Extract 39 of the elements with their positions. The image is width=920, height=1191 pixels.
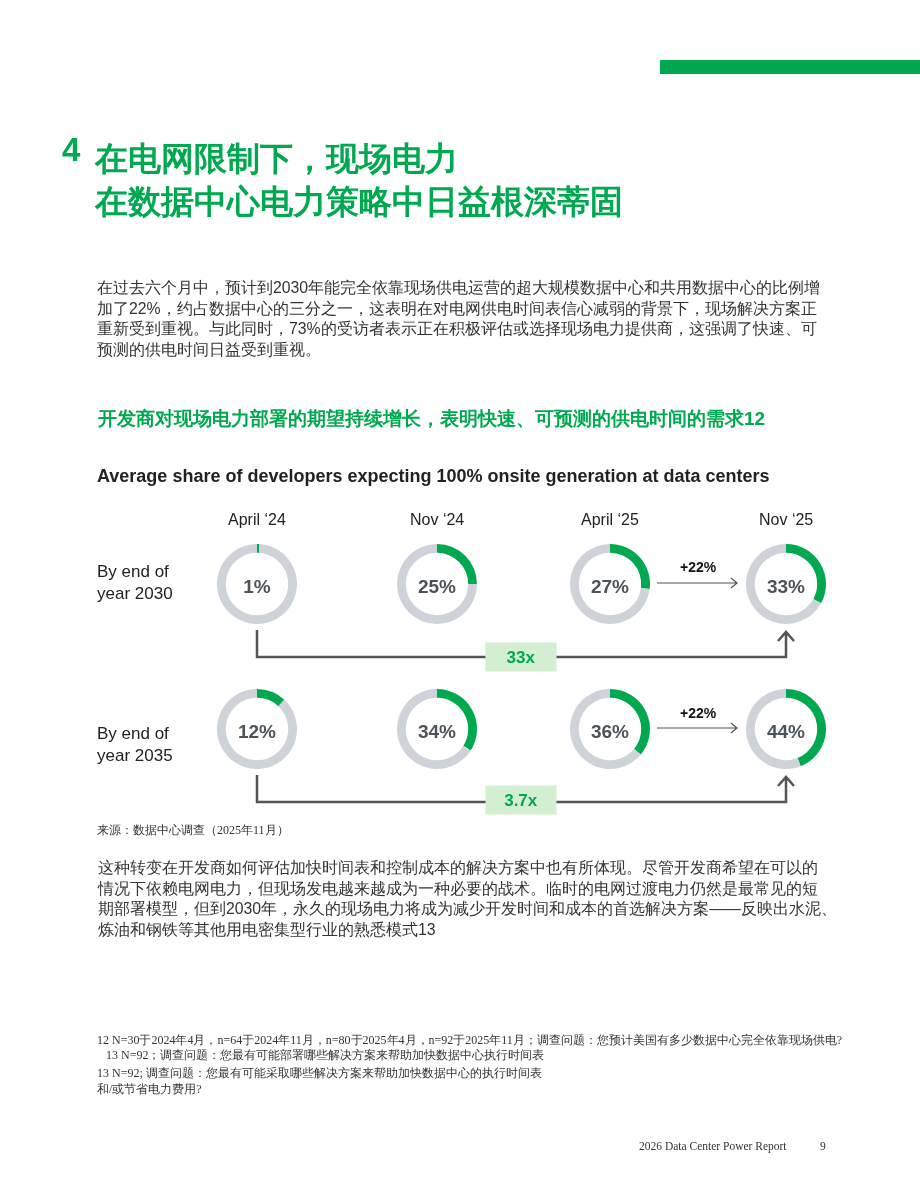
text: By end of year 2030: [97, 562, 173, 604]
text: 44%: [766, 720, 806, 742]
text: April ‘24: [228, 511, 286, 528]
text: +22%: [680, 559, 717, 575]
donut-slice: [217, 689, 297, 769]
text: 在电网限制下，现场电力在数据中心电力策略中日益根深蒂固: [94, 140, 623, 220]
text: 33x: [506, 647, 536, 667]
text: 3.7x: [504, 790, 538, 810]
donut-slice: [257, 689, 285, 707]
text: By end of year 2035: [97, 724, 173, 766]
donut-slice: [397, 544, 477, 624]
donut-slice: [257, 544, 260, 553]
text: 36%: [590, 720, 630, 742]
text: 13 N=92；调查问题：您最有可能部署哪些解决方案来帮助加快数据中心执行时间表: [106, 1048, 545, 1062]
donut-slice: [217, 544, 297, 624]
donut-slice: [570, 689, 641, 769]
donut-slice: [570, 544, 650, 624]
text: 12 N=30于2024年4月，n=64于2024年11月，n=80于2025年4月，n=92于2025年11月；调查问题：您预计美国有多少数据中心完全依靠现场供电?: [97, 1033, 843, 1047]
text: 开发商对现场电力部署的期望持续增长，表明快速、可预测的供电时间的需求12: [97, 408, 766, 429]
text: 12%: [237, 720, 277, 742]
text: 在过去六个月中，预计到2030年能完全依靠现场供电运营的超大规模数据中心和共用数据中心的比例增加了22%，约占数据中心的三分之一，这表明在对电网供电时间表信心减弱的背景下，现场解决方案正重新受到重视。与此同时，73%的受访者表示正在积极评估或选择现场电力提供商，这强调了快速、可预测的供电时间日益受到重视。: [97, 279, 821, 358]
text: 这种转变在开发商如何评估加快时间表和控制成本的解决方案中也有所体现。尽管开发商希望在可以的情况下依赖电网电力，但现场发电越来越成为一种必要的战术。临时的电网过渡电力仍然是最常见的短期部署模型，但到2030年，永久的现场电力将成为减少开发时间和成本的首选解决方案——反映出水泥、炼油和钢铁等其他用电密集型行业的熟悉模式13: [97, 859, 837, 938]
text: Nov ‘24: [410, 511, 465, 528]
text: 13 N=92; 调查问题：您最有可能采取哪些解决方案来帮助加快数据中心的执行时间表和/或节省电力费用?: [97, 1066, 542, 1096]
donut-slice: [397, 689, 471, 769]
source-note: 来源：数据中心调查（2025年11月）: [97, 823, 289, 837]
donut-slice: [746, 544, 822, 624]
text: 4: [62, 131, 81, 168]
text: 33%: [766, 575, 806, 597]
text: Average share of developers expecting 100% onsite generation at data centers: [97, 466, 770, 486]
text: 2026 Data Center Power Report: [639, 1140, 788, 1153]
text: +22%: [680, 705, 717, 721]
text: 1%: [243, 575, 271, 597]
text: 34%: [417, 720, 457, 742]
text: 9: [820, 1140, 826, 1152]
text: Nov ‘25: [759, 511, 814, 528]
text: 25%: [417, 575, 457, 597]
text: 27%: [590, 575, 630, 597]
text: April ‘25: [581, 511, 639, 528]
